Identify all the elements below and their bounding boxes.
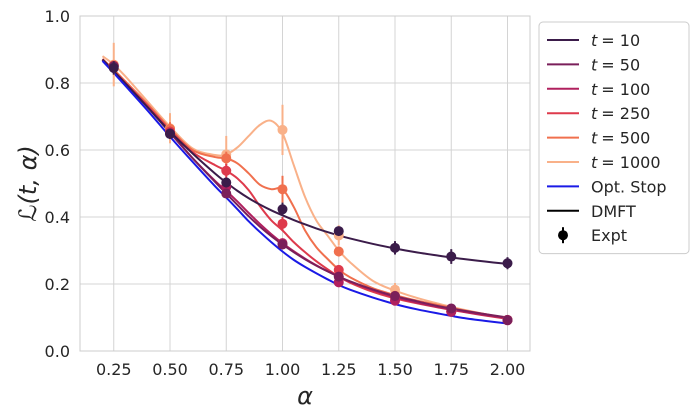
legend-label-variable: t xyxy=(591,55,598,74)
data-point xyxy=(277,218,288,229)
legend-label: t = 500 xyxy=(591,129,650,148)
data-point xyxy=(221,165,232,176)
data-point xyxy=(333,246,344,257)
legend-label: t = 250 xyxy=(591,104,650,123)
x-tick-label: 1.00 xyxy=(265,360,301,379)
legend-label-value: = 500 xyxy=(601,129,650,148)
tick-labels: 0.25 0.50 0.75 1.00 1.25 1.50 1.75 2.00 0.0 0.2 0.… xyxy=(45,7,526,379)
legend-label: t = 10 xyxy=(591,31,640,50)
legend-label-variable: t xyxy=(591,31,598,50)
data-point xyxy=(277,239,288,250)
data-point xyxy=(446,303,457,314)
series-line-1 xyxy=(101,58,508,319)
plot-frame xyxy=(79,15,531,352)
data-point xyxy=(221,153,232,164)
legend-label-value: = 250 xyxy=(601,104,650,123)
legend-label-value: = 1000 xyxy=(601,153,660,172)
y-tick-label: 0.2 xyxy=(45,275,70,294)
legend-label: t = 100 xyxy=(591,80,650,99)
y-tick-label: 0.4 xyxy=(45,208,70,227)
data-point xyxy=(502,315,513,326)
x-tick-label: 2.00 xyxy=(490,360,526,379)
legend-label: DMFT xyxy=(591,202,636,221)
y-tick-label: 0.0 xyxy=(45,342,70,361)
legend-swatch-point xyxy=(558,230,568,241)
plot-background xyxy=(80,16,530,351)
series-line-5 xyxy=(101,55,508,320)
legend-label-value: = 50 xyxy=(601,55,640,74)
legend-box xyxy=(538,21,690,255)
legend-label: Expt xyxy=(591,226,627,245)
legend-label: t = 50 xyxy=(591,55,640,74)
legend-label-variable: t xyxy=(591,104,598,123)
y-axis-label: ℒ(t, α) xyxy=(14,145,42,222)
legend-label: Opt. Stop xyxy=(591,177,667,196)
legend-label-variable: t xyxy=(591,80,598,99)
data-point xyxy=(333,226,344,237)
data-point xyxy=(277,184,288,195)
data-point xyxy=(502,258,513,269)
data-point xyxy=(333,271,344,282)
x-tick-label: 0.50 xyxy=(152,360,188,379)
y-tick-label: 1.0 xyxy=(45,7,70,26)
x-axis-label: α xyxy=(297,382,313,410)
y-tick-label: 0.6 xyxy=(45,141,70,160)
x-tick-label: 1.50 xyxy=(377,360,413,379)
data-point xyxy=(446,251,457,262)
series-curves xyxy=(101,55,508,325)
series-line-6 xyxy=(101,60,508,325)
x-tick-label: 0.25 xyxy=(96,360,132,379)
data-point xyxy=(221,188,232,199)
series-line-0 xyxy=(101,58,508,265)
data-point xyxy=(390,291,400,302)
legend-label-value: = 100 xyxy=(601,80,650,99)
x-tick-label: 1.75 xyxy=(433,360,469,379)
plot-area xyxy=(79,15,531,352)
data-point xyxy=(277,204,288,215)
x-tick-label: 0.75 xyxy=(208,360,244,379)
data-point xyxy=(277,124,288,135)
data-point xyxy=(165,128,175,139)
data-point xyxy=(390,242,400,253)
legend-label-variable: t xyxy=(591,129,598,148)
x-tick-label: 1.25 xyxy=(321,360,357,379)
data-point xyxy=(221,177,232,188)
data-point xyxy=(108,62,119,73)
legend-label: t = 1000 xyxy=(591,153,661,172)
legend-label-variable: t xyxy=(591,153,598,172)
series-points xyxy=(108,42,513,326)
y-tick-label: 0.8 xyxy=(45,74,70,93)
legend-label-value: = 10 xyxy=(601,31,640,50)
